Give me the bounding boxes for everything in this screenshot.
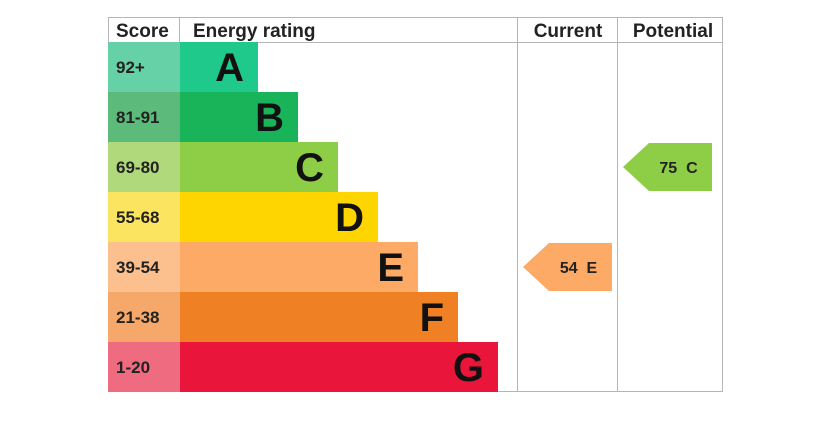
band-bar-f xyxy=(180,292,458,342)
band-bar-a xyxy=(180,42,258,92)
score-range-b: 81-91 xyxy=(116,108,159,127)
current-header: Current xyxy=(534,21,603,42)
score-cell-d xyxy=(108,192,180,242)
current-rating-label: 54 E xyxy=(560,260,598,277)
score-range-d: 55-68 xyxy=(116,208,159,227)
score-cell-b xyxy=(108,92,180,142)
band-bar-b xyxy=(180,92,298,142)
rating-arrows: 54 E 75 C xyxy=(523,143,712,291)
score-cell-c xyxy=(108,142,180,192)
score-cell-a xyxy=(108,42,180,92)
score-cell-g xyxy=(108,342,180,392)
band-letter-c: C xyxy=(295,146,324,190)
score-range-f: 21-38 xyxy=(116,308,159,327)
energy-rating-header: Energy rating xyxy=(193,21,315,42)
band-letter-a: A xyxy=(215,46,244,90)
score-range-e: 39-54 xyxy=(116,258,160,277)
score-range-c: 69-80 xyxy=(116,158,159,177)
band-bar-g xyxy=(180,342,498,392)
band-letter-g: G xyxy=(453,346,484,390)
band-letter-f: F xyxy=(420,296,444,340)
score-header: Score xyxy=(116,21,169,42)
band-bar-c xyxy=(180,142,338,192)
band-bar-e xyxy=(180,242,418,292)
band-letter-b: B xyxy=(255,96,284,140)
band-letter-d: D xyxy=(335,196,364,240)
band-bar-d xyxy=(180,192,378,242)
rating-bands: 92+ A 81-91 B 69-80 C 55-68 D 39-54 E 21-38 F 1-20 G xyxy=(108,42,498,392)
score-cell-e xyxy=(108,242,180,292)
score-range-a: 92+ xyxy=(116,58,145,77)
band-letter-e: E xyxy=(377,246,404,290)
potential-rating-arrow xyxy=(623,143,712,191)
current-rating-arrow xyxy=(523,243,612,291)
potential-rating-label: 75 C xyxy=(659,160,698,177)
potential-header: Potential xyxy=(633,21,713,42)
score-range-g: 1-20 xyxy=(116,358,150,377)
score-cell-f xyxy=(108,292,180,342)
